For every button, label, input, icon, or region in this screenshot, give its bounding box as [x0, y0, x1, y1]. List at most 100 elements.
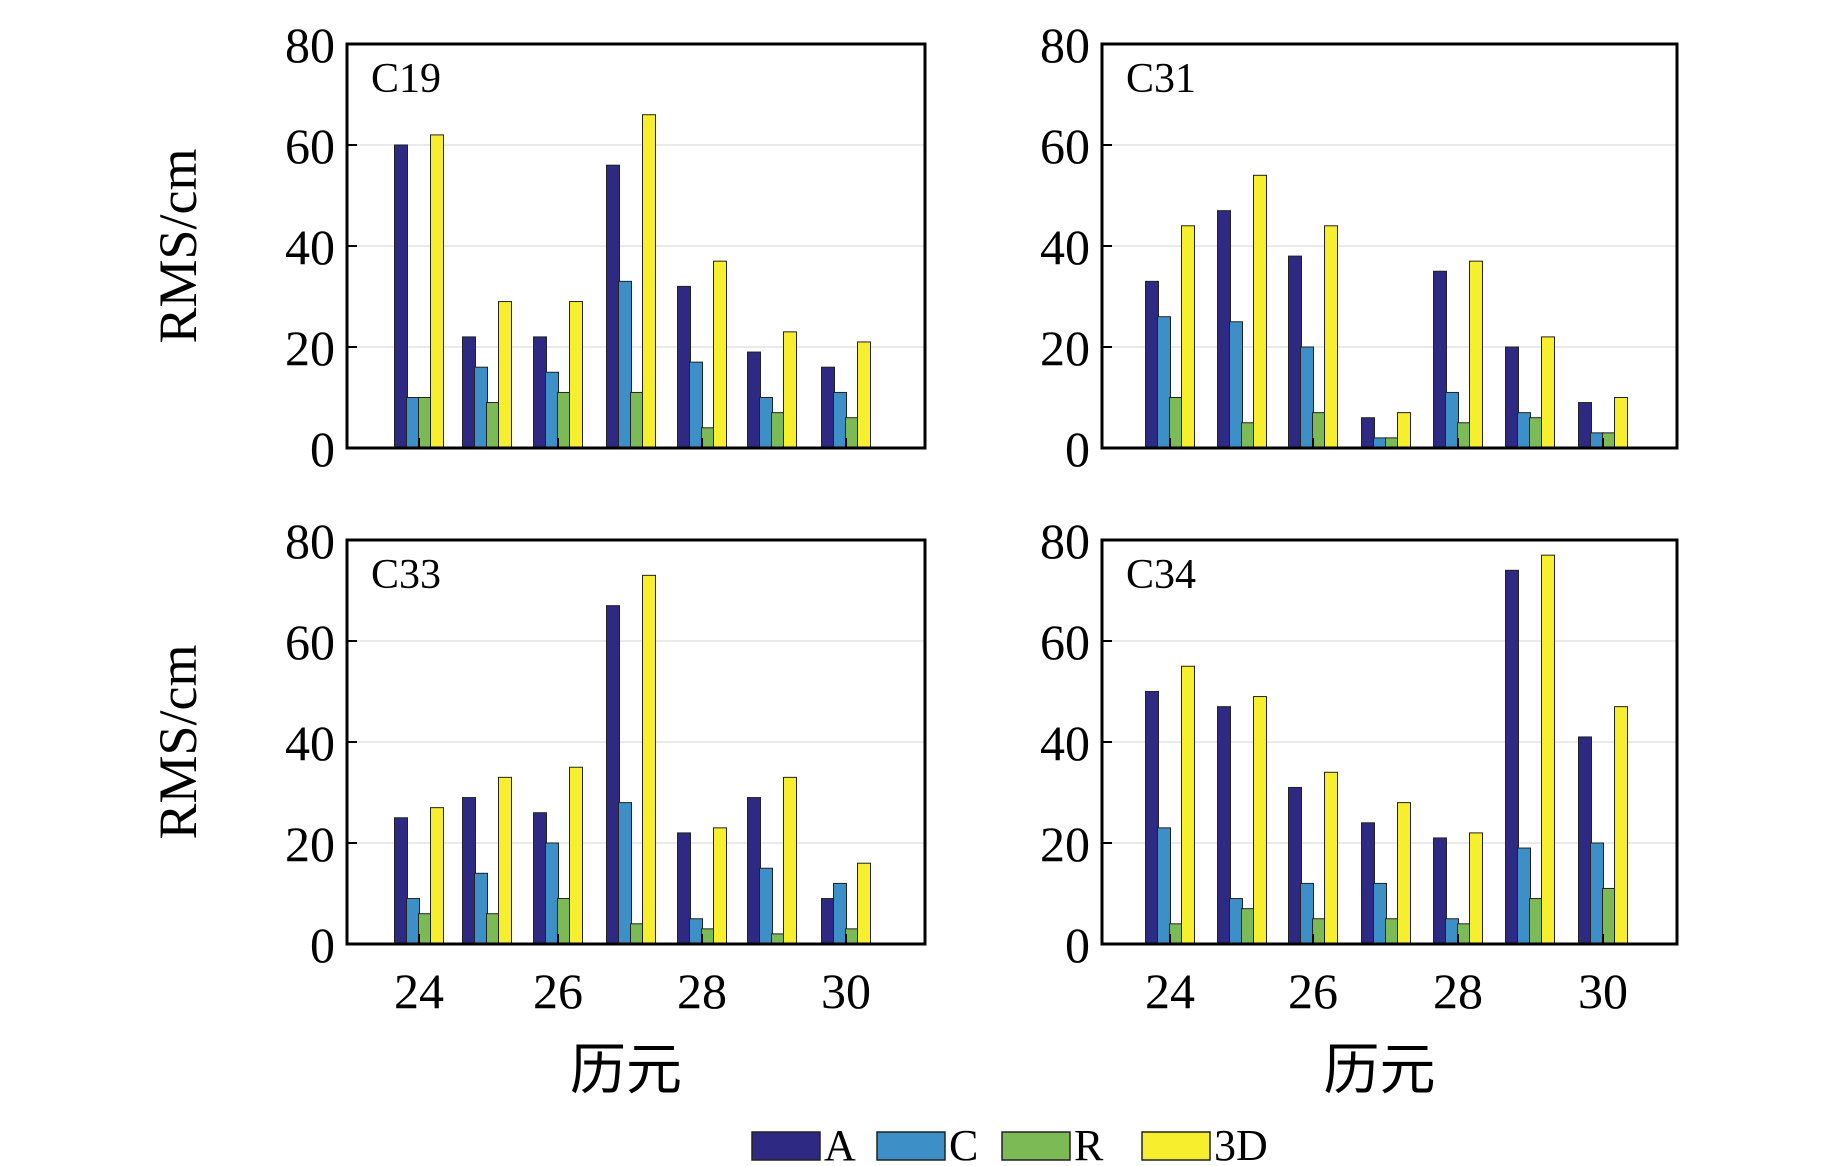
bar-a-27 — [1361, 822, 1375, 945]
legend-label: A — [824, 1121, 856, 1166]
ytick-label: 20 — [1040, 320, 1090, 376]
panel-c19: 0 20 40 60 80 C19 RMS/cm — [148, 17, 927, 477]
bar-r-25 — [1241, 422, 1255, 449]
bar-a-30 — [1578, 736, 1592, 945]
bar-3d-27 — [1397, 802, 1411, 945]
bar-3d-28 — [1469, 260, 1483, 449]
bar-a-30 — [821, 898, 835, 945]
bar-a-26 — [1288, 255, 1302, 449]
bar-c-27 — [1373, 882, 1387, 945]
bar-a-24 — [394, 817, 408, 945]
bar-a-29 — [747, 797, 761, 945]
bar-c-29 — [759, 867, 773, 945]
bar-c-24 — [1157, 827, 1171, 945]
bar-r-30 — [845, 928, 859, 945]
bar-r-25 — [486, 402, 500, 449]
bar-r-29 — [771, 412, 785, 449]
legend-swatch — [751, 1131, 821, 1161]
bar-c-24 — [406, 397, 420, 449]
panel-title: C31 — [1126, 56, 1196, 102]
bar-r-28 — [701, 427, 715, 449]
bar-3d-27 — [1397, 412, 1411, 449]
bar-c-27 — [618, 802, 632, 945]
bar-3d-30 — [1614, 397, 1628, 449]
bar-r-29 — [771, 933, 785, 945]
ytick-label: 60 — [285, 614, 335, 670]
legend-item-a: A — [751, 1121, 856, 1166]
legend-swatch — [1001, 1131, 1071, 1161]
bar-c-28 — [689, 918, 703, 945]
xtick-label: 28 — [677, 963, 727, 1019]
ytick-label: 20 — [1040, 816, 1090, 872]
bar-a-25 — [462, 797, 476, 945]
bar-a-24 — [394, 144, 408, 449]
bar-3d-29 — [1541, 554, 1555, 945]
legend-item-r: R — [1001, 1121, 1104, 1166]
ytick-label: 0 — [1065, 917, 1090, 973]
ytick-label: 40 — [285, 219, 335, 275]
bar-r-30 — [1602, 887, 1616, 945]
legend-item-3d: 3D — [1141, 1121, 1268, 1166]
bar-c-26 — [1300, 882, 1314, 945]
bar-c-24 — [406, 898, 420, 945]
bar-a-30 — [1578, 402, 1592, 449]
bar-r-24 — [418, 913, 432, 945]
bar-a-29 — [747, 351, 761, 449]
bar-c-26 — [545, 842, 559, 945]
bar-3d-24 — [430, 134, 444, 449]
bar-r-27 — [1385, 918, 1399, 945]
bar-a-26 — [533, 812, 547, 945]
bar-a-28 — [1433, 837, 1447, 945]
ytick-label: 80 — [1040, 17, 1090, 73]
bar-c-30 — [1590, 432, 1604, 449]
ytick-label: 80 — [285, 17, 335, 73]
bar-3d-29 — [783, 331, 797, 449]
bar-3d-24 — [1181, 665, 1195, 945]
bar-c-24 — [1157, 316, 1171, 449]
xtick-label: 24 — [394, 963, 444, 1019]
bar-3d-24 — [430, 807, 444, 945]
panel-c31: 0 20 40 60 80 C31 — [1040, 17, 1679, 477]
ytick-label: 0 — [1065, 421, 1090, 477]
ytick-label: 40 — [1040, 219, 1090, 275]
bar-r-29 — [1529, 898, 1543, 945]
bar-a-28 — [677, 285, 691, 449]
bar-3d-29 — [1541, 336, 1555, 449]
bar-3d-25 — [1253, 696, 1267, 945]
bar-r-24 — [1169, 397, 1183, 449]
bar-c-28 — [1445, 918, 1459, 945]
bar-c-29 — [759, 397, 773, 449]
ytick-label: 0 — [310, 917, 335, 973]
ytick-label: 60 — [1040, 614, 1090, 670]
bar-c-25 — [474, 872, 488, 945]
ytick-label: 40 — [285, 715, 335, 771]
bar-c-26 — [545, 371, 559, 449]
bar-c-28 — [689, 361, 703, 449]
bar-a-29 — [1505, 569, 1519, 945]
bar-r-25 — [1241, 908, 1255, 945]
bar-a-30 — [821, 366, 835, 449]
xtick-label: 26 — [533, 963, 583, 1019]
bar-a-27 — [1361, 417, 1375, 449]
bar-3d-27 — [642, 114, 656, 449]
bar-3d-25 — [1253, 174, 1267, 449]
bar-a-26 — [1288, 786, 1302, 945]
bar-a-28 — [677, 832, 691, 945]
y-axis-label: RMS/cm — [148, 148, 208, 343]
bar-a-29 — [1505, 346, 1519, 449]
ytick-label: 80 — [1040, 513, 1090, 569]
legend: A C R 3D — [751, 1121, 1268, 1166]
bar-c-29 — [1517, 412, 1531, 449]
ytick-label: 40 — [1040, 715, 1090, 771]
bar-r-25 — [486, 913, 500, 945]
bar-3d-28 — [1469, 832, 1483, 945]
ytick-label: 60 — [1040, 118, 1090, 174]
bar-a-24 — [1145, 280, 1159, 449]
bar-r-28 — [701, 928, 715, 945]
bar-c-30 — [833, 391, 847, 449]
panel-c33: 0 20 40 60 80 24 26 28 30 C33 RMS/cm 历元 — [148, 513, 927, 1103]
bar-c-27 — [1373, 437, 1387, 449]
x-axis-label: 历元 — [1324, 1038, 1436, 1103]
bar-c-25 — [1229, 898, 1243, 945]
